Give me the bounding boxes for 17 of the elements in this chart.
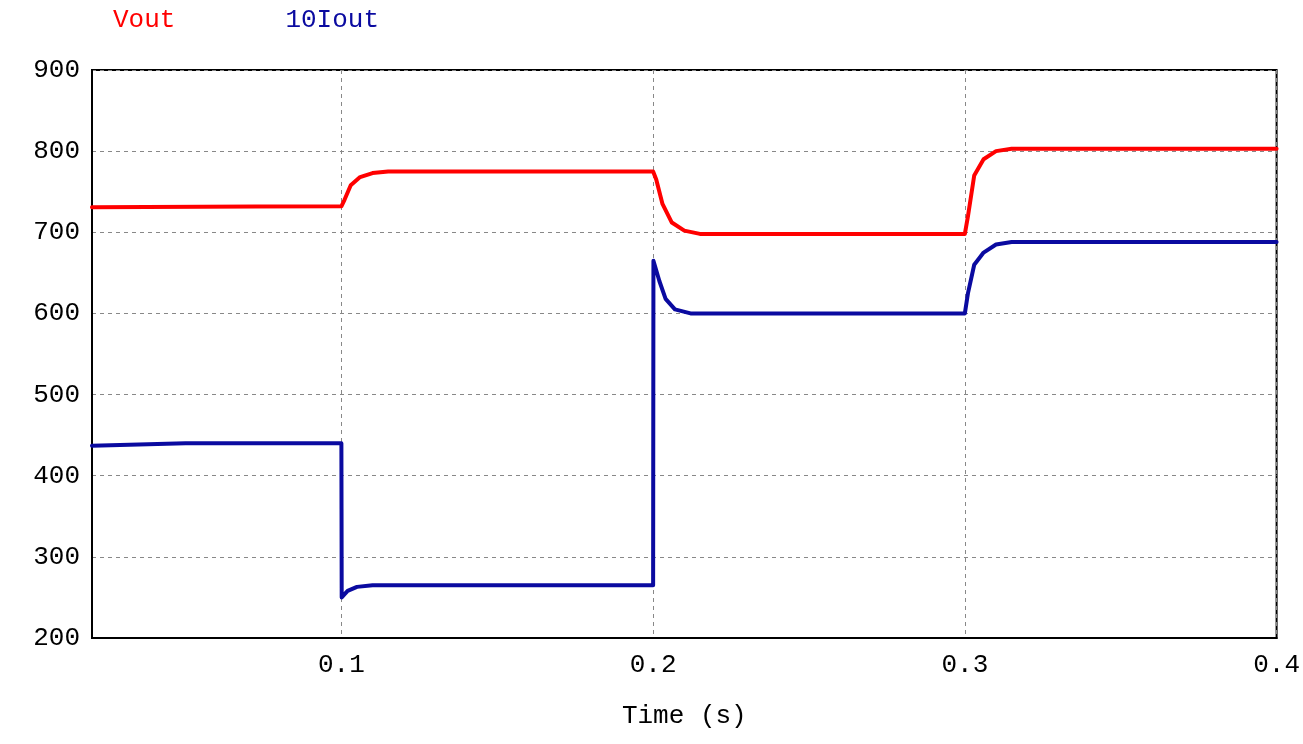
x-tick-label: 0.2 bbox=[629, 650, 677, 680]
text: Vout bbox=[113, 5, 176, 35]
y-tick-label: 300 bbox=[33, 541, 80, 572]
y-tick-label: 200 bbox=[33, 623, 80, 653]
x-tick-label: 0.1 bbox=[317, 650, 365, 680]
line-series bbox=[90, 240, 1279, 600]
line-series bbox=[90, 146, 1279, 236]
x-tick-label: 0.3 bbox=[941, 650, 989, 680]
x-tick-label: 0.4 bbox=[1253, 650, 1300, 680]
y-tick-label: 600 bbox=[33, 298, 80, 329]
y-tick-label: 700 bbox=[33, 217, 80, 248]
text: 10Iout bbox=[285, 5, 380, 35]
x-axis-title: Time (s) bbox=[621, 701, 747, 731]
y-tick-label: 800 bbox=[33, 136, 80, 167]
y-tick-label: 500 bbox=[33, 379, 80, 410]
y-tick-label: 900 bbox=[33, 55, 80, 85]
y-tick-label: 400 bbox=[33, 460, 80, 491]
